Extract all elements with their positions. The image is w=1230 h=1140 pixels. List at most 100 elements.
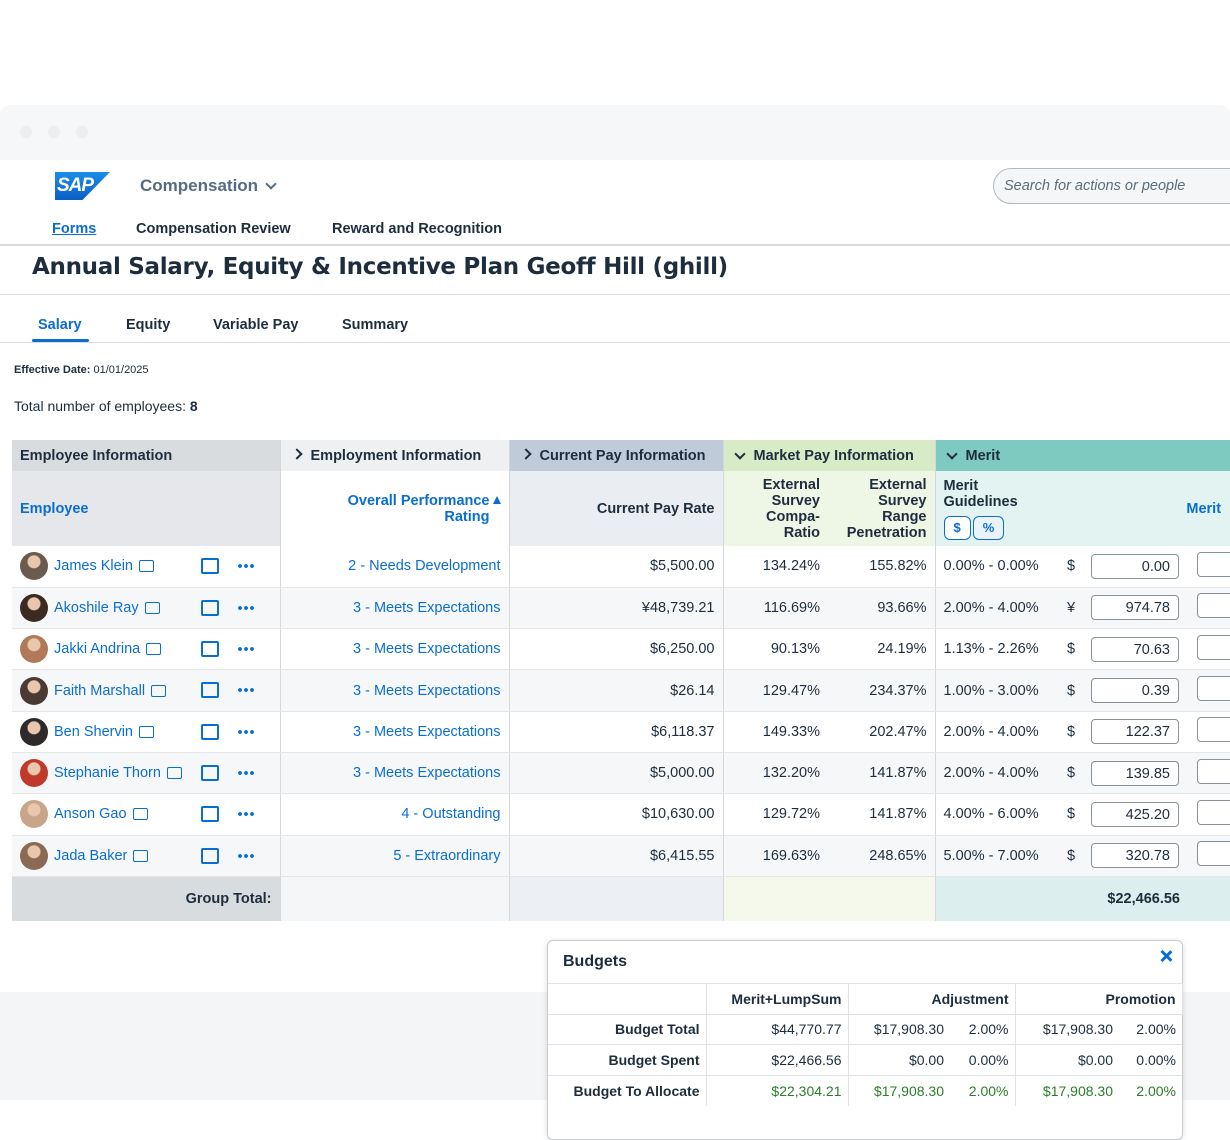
merit-input[interactable]: 70.63 — [1091, 636, 1179, 662]
group-header[interactable]: Current Pay Information — [509, 440, 724, 471]
merit-input[interactable]: 0.39 — [1091, 678, 1179, 704]
group-header[interactable]: Market Pay Information — [723, 440, 936, 471]
rating[interactable]: 5 - Extraordinary — [280, 835, 510, 877]
rating[interactable]: 3 - Meets Expectations — [280, 628, 510, 671]
card-icon[interactable] — [144, 601, 160, 614]
card-icon[interactable] — [133, 849, 149, 862]
app-menu[interactable]: Compensation — [140, 176, 259, 195]
tab[interactable]: Salary — [38, 317, 82, 333]
logo[interactable]: SAP — [55, 172, 110, 200]
comment-icon[interactable] — [201, 764, 219, 781]
tab[interactable]: Summary — [342, 317, 409, 333]
more-icon[interactable] — [237, 812, 255, 817]
nav-link[interactable]: Reward and Recognition — [332, 221, 502, 237]
comment-icon[interactable] — [201, 723, 219, 740]
merit-input[interactable]: 0.00 — [1091, 553, 1179, 579]
compa-ratio: 149.33% — [723, 711, 828, 753]
total-cell — [935, 876, 1063, 922]
currency: $ — [1063, 546, 1088, 588]
nav-link[interactable]: Forms — [52, 221, 97, 237]
card-icon[interactable] — [166, 767, 182, 780]
currency: $ — [1063, 835, 1088, 877]
pay-rate: $6,118.37 — [509, 711, 724, 753]
rating[interactable]: 2 - Needs Development — [280, 546, 510, 588]
next-cell — [1188, 793, 1230, 836]
employee-name[interactable]: Akoshile Ray — [54, 599, 139, 616]
toggle-button[interactable]: $ — [943, 515, 971, 540]
more-icon[interactable] — [237, 729, 255, 734]
budget-column: Merit+LumpSum — [706, 983, 849, 1014]
next-input[interactable] — [1197, 717, 1230, 743]
rating[interactable]: 3 - Meets Expectations — [280, 587, 510, 630]
merit-guideline: 2.00% - 4.00% — [935, 752, 1063, 795]
comment-icon[interactable] — [201, 599, 219, 616]
comment-icon[interactable] — [201, 682, 219, 699]
next-input[interactable] — [1197, 799, 1230, 825]
more-icon[interactable] — [237, 688, 255, 693]
tab[interactable]: Variable Pay — [213, 317, 299, 333]
employee-name[interactable]: Faith Marshall — [54, 682, 146, 699]
next-input[interactable] — [1197, 551, 1230, 577]
card-icon[interactable] — [132, 808, 148, 821]
employee-name[interactable]: Stephanie Thorn — [54, 764, 161, 781]
merit-input[interactable]: 320.78 — [1091, 843, 1179, 869]
next-input[interactable] — [1197, 676, 1230, 702]
card-icon[interactable] — [151, 684, 167, 697]
budget-label: Budget Spent — [548, 1044, 707, 1075]
column-label[interactable]: Overall Performance Rating — [347, 492, 490, 525]
next-input[interactable] — [1197, 634, 1230, 660]
comment-icon[interactable] — [201, 641, 219, 658]
next-input[interactable] — [1197, 593, 1230, 619]
rating[interactable]: 3 - Meets Expectations — [280, 752, 510, 795]
currency: $ — [1063, 752, 1088, 795]
window-dot[interactable] — [20, 126, 32, 138]
chevron — [519, 447, 532, 460]
group-header[interactable]: Employment Information — [280, 440, 510, 471]
employee-row: Anson Gao 4 - Outstanding $10,630.00 129.72… — [12, 793, 1230, 836]
range-penetration: 248.65% — [828, 835, 936, 877]
column-header: External Survey Compa-Ratio — [723, 471, 828, 546]
more-icon[interactable] — [237, 853, 255, 858]
column-label[interactable]: Employee — [20, 500, 89, 517]
employee-name[interactable]: Anson Gao — [54, 806, 127, 823]
total-cell — [723, 876, 936, 922]
toggle-button[interactable]: % — [972, 515, 1005, 540]
more-icon[interactable] — [237, 770, 255, 775]
rating[interactable]: 3 - Meets Expectations — [280, 711, 510, 753]
group-label: Employment Information — [310, 447, 482, 464]
compa-ratio: 132.20% — [723, 752, 828, 795]
comment-icon[interactable] — [201, 806, 219, 823]
merit-input[interactable]: 425.20 — [1091, 801, 1179, 827]
avatar — [20, 759, 48, 788]
more-icon[interactable] — [237, 564, 255, 568]
more-icon[interactable] — [237, 605, 255, 610]
merit-input[interactable]: 139.85 — [1091, 760, 1179, 786]
group-header[interactable]: Merit — [935, 440, 1230, 471]
comment-icon[interactable] — [201, 847, 219, 864]
employee-name[interactable]: Ben Shervin — [54, 723, 133, 740]
more-icon[interactable] — [237, 647, 255, 652]
tab[interactable]: Equity — [126, 317, 171, 333]
merit-input[interactable]: 122.37 — [1091, 719, 1179, 745]
nav-link[interactable]: Compensation Review — [136, 221, 291, 237]
card-icon[interactable] — [138, 560, 154, 573]
employee-name[interactable]: James Klein — [54, 558, 133, 575]
budgets-panel: Budgets Merit+LumpSum Adjustment Promotion… — [547, 940, 1183, 1140]
pay-rate: $26.14 — [509, 669, 724, 712]
search-field[interactable]: Search for actions or people — [993, 168, 1230, 204]
merit-input[interactable]: 974.78 — [1091, 595, 1179, 621]
avatar — [20, 635, 48, 664]
next-input[interactable] — [1197, 841, 1230, 867]
budget-value: $22,304.21 — [706, 1074, 849, 1106]
card-icon[interactable] — [146, 643, 162, 656]
window-dot[interactable] — [76, 126, 88, 138]
rating[interactable]: 4 - Outstanding — [280, 793, 510, 836]
employee-name[interactable]: Jada Baker — [54, 847, 128, 864]
card-icon[interactable] — [139, 725, 154, 738]
rating[interactable]: 3 - Meets Expectations — [280, 669, 510, 712]
next-input[interactable] — [1197, 758, 1230, 784]
comment-icon[interactable] — [201, 558, 219, 574]
close-button[interactable] — [1159, 949, 1173, 963]
window-dot[interactable] — [48, 126, 60, 138]
employee-name[interactable]: Jakki Andrina — [54, 641, 141, 658]
